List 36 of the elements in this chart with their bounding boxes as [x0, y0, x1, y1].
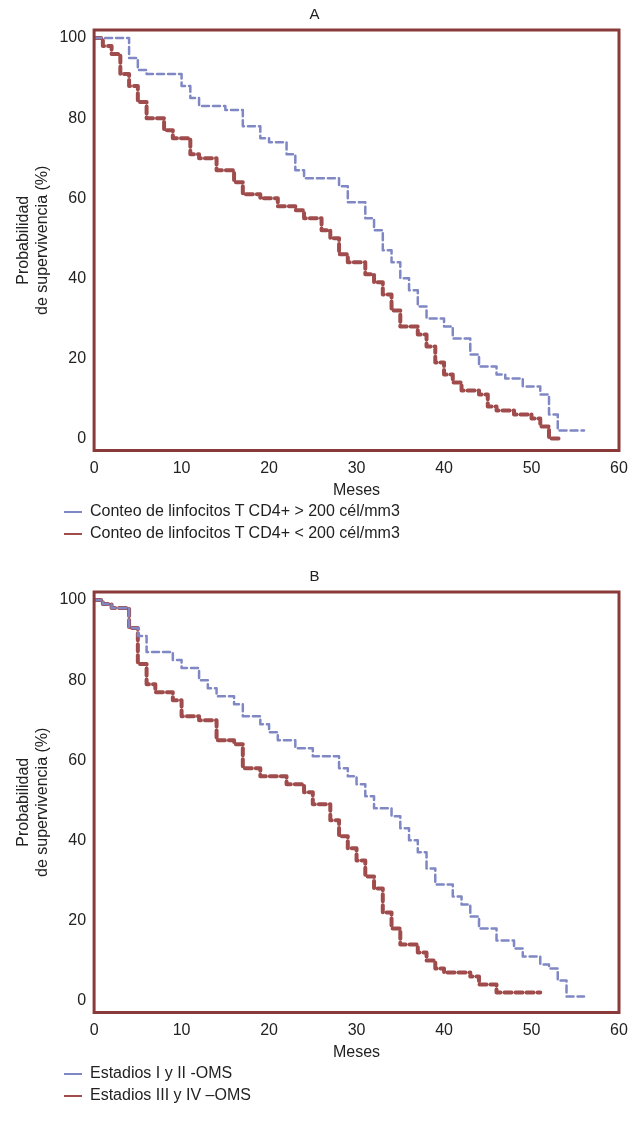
y-tick-label: 40 — [68, 268, 87, 286]
x-tick-label: 0 — [89, 1020, 99, 1038]
x-tick-label: 40 — [435, 1020, 454, 1038]
legend-label: Estadios I y II -OMS — [90, 1064, 233, 1081]
y-tick-label: 80 — [68, 108, 87, 126]
y-tick-label: 40 — [68, 830, 87, 848]
chart-title: B — [309, 567, 320, 585]
x-tick-label: 30 — [347, 458, 366, 476]
y-tick-label: 60 — [68, 188, 87, 206]
x-tick-label: 50 — [522, 458, 541, 476]
y-tick-label: 100 — [59, 590, 87, 608]
x-tick-label: 50 — [522, 1020, 541, 1038]
y-axis-title: Probabilidad de supervivencia (%) — [14, 727, 51, 877]
x-tick-label: 60 — [610, 458, 628, 476]
x-tick-label: 60 — [610, 1020, 628, 1038]
y-tick-label: 20 — [68, 348, 87, 366]
chart-title: A — [309, 5, 320, 23]
x-tick-label: 30 — [347, 1020, 366, 1038]
x-axis-title: Meses — [332, 1042, 381, 1060]
x-axis-title: Meses — [332, 480, 381, 498]
y-tick-label: 60 — [68, 750, 87, 768]
x-tick-label: 20 — [260, 458, 279, 476]
y-tick-label: 80 — [68, 670, 87, 688]
legend-label: Conteo de linfocitos T CD4+ < 200 cél/mm3 — [90, 524, 400, 541]
x-tick-label: 0 — [89, 458, 99, 476]
y-tick-label: 0 — [77, 428, 87, 446]
legend-label: Estadios III y IV –OMS — [90, 1086, 251, 1103]
y-tick-label: 0 — [77, 990, 87, 1008]
legend-label: Conteo de linfocitos T CD4+ > 200 cél/mm3 — [90, 502, 400, 519]
x-tick-label: 20 — [260, 1020, 279, 1038]
x-tick-label: 10 — [172, 1020, 191, 1038]
x-tick-label: 40 — [435, 458, 454, 476]
y-axis-title: Probabilidad de supervivencia (%) — [14, 165, 51, 315]
y-tick-label: 20 — [68, 910, 87, 928]
x-tick-label: 10 — [172, 458, 191, 476]
y-tick-label: 100 — [59, 28, 87, 46]
